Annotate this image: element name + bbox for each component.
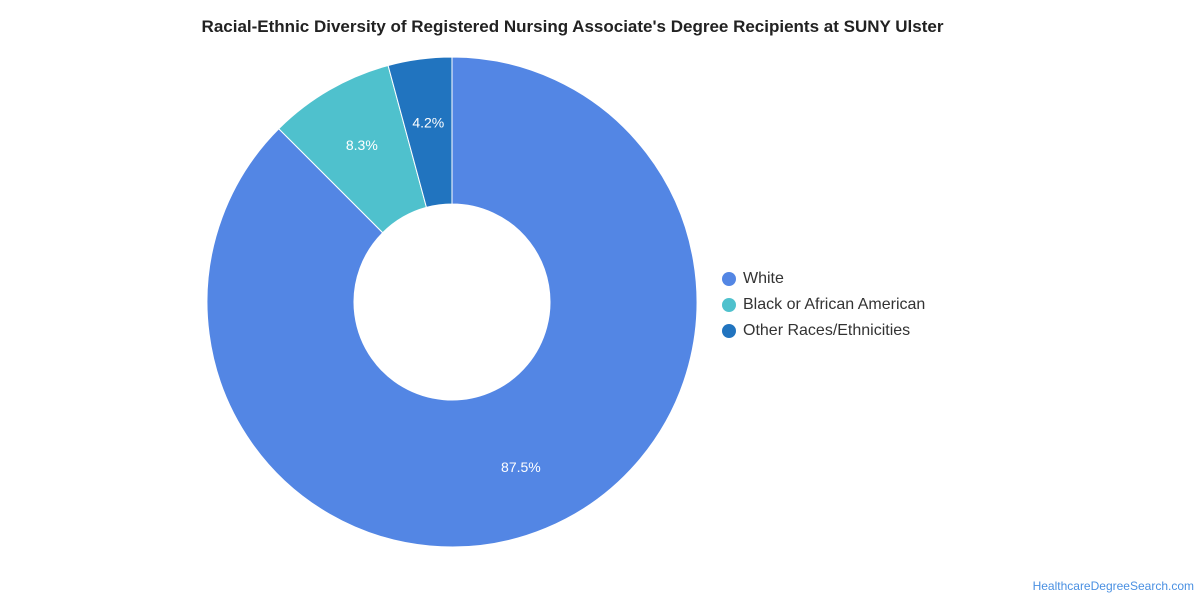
legend-label: White	[743, 270, 784, 288]
legend-item-3[interactable]: Other Races/Ethnicities	[722, 318, 925, 344]
source-credit[interactable]: HealthcareDegreeSearch.com	[1033, 579, 1194, 593]
slices-group	[207, 57, 697, 547]
legend-label: Other Races/Ethnicities	[743, 322, 910, 340]
slice-label-2: 8.3%	[346, 137, 378, 153]
legend-swatch	[722, 272, 736, 286]
slice-label-1: 87.5%	[501, 459, 541, 475]
slice-label-3: 4.2%	[412, 114, 444, 130]
legend-item-2[interactable]: Black or African American	[722, 292, 925, 318]
legend-swatch	[722, 324, 736, 338]
legend-item-1[interactable]: White	[722, 266, 925, 292]
legend-swatch	[722, 298, 736, 312]
legend: White Black or African American Other Race…	[722, 266, 925, 344]
legend-label: Black or African American	[743, 296, 925, 314]
